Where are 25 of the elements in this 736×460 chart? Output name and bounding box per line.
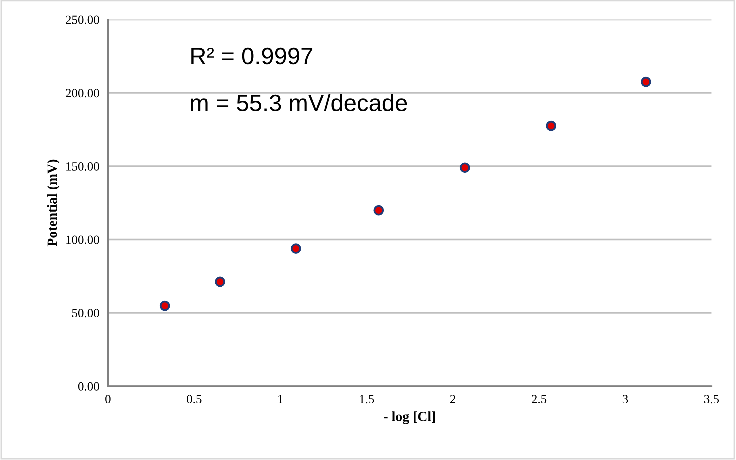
x-tick-label: 1	[278, 395, 283, 404]
point	[460, 162, 470, 174]
point	[215, 276, 226, 288]
point	[160, 300, 170, 312]
point	[546, 120, 557, 132]
x-tick-label: 0	[106, 395, 111, 404]
y-tick-label: 50.00	[72, 309, 100, 318]
y-tick-label: 150.00	[66, 162, 100, 171]
x-tick-label: 2.5	[532, 395, 547, 404]
y-tick-label: 250.00	[66, 16, 100, 24]
point	[641, 76, 652, 88]
annotation: R² = 0.9997	[192, 48, 313, 65]
point	[290, 244, 302, 254]
x-tick-label: 0.5	[187, 395, 202, 404]
y-axis-title: Potential (mV)	[47, 160, 60, 247]
x-tick-label: 1.5	[360, 395, 374, 404]
y-tick-label: 0.00	[78, 382, 100, 391]
x-axis-title: - log [Cl]	[384, 412, 436, 424]
x-tick-label: 2	[450, 395, 456, 404]
y-tick-label: 100.00	[66, 236, 100, 244]
y-tick-label: 200.00	[66, 89, 100, 98]
x-tick-label: 3.5	[704, 395, 720, 404]
x-tick-label: 3	[622, 395, 628, 404]
point	[374, 205, 384, 216]
annotation: m = 55.3 mV/decade	[191, 94, 408, 112]
